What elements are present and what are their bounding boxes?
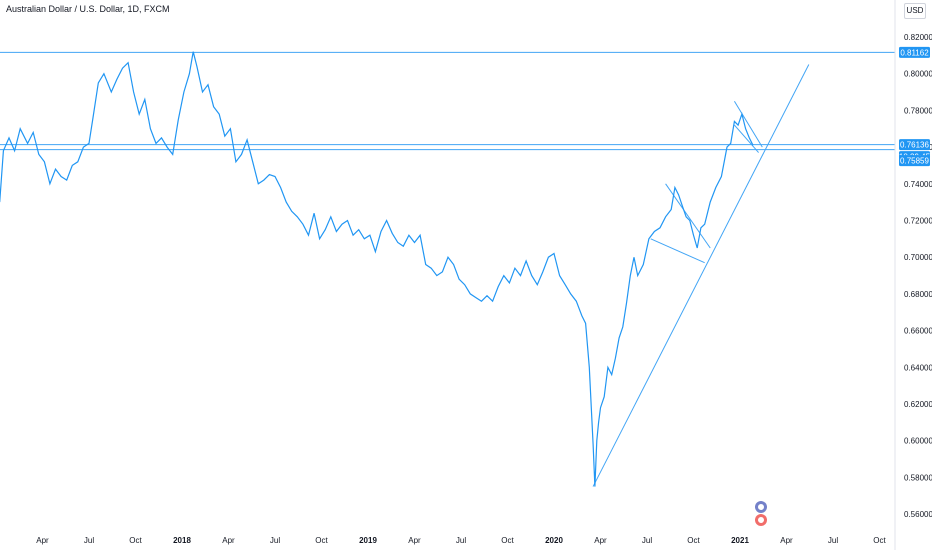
trendline-1 <box>650 238 705 264</box>
x-tick-label: Oct <box>873 536 886 545</box>
price-tag-label: 0.75859 <box>900 157 929 166</box>
x-tick-label: Jul <box>456 536 466 545</box>
trendline-3 <box>733 100 763 148</box>
price-tag-label: 0.76136 <box>900 141 929 150</box>
y-tick-label: 0.66000 <box>904 327 932 336</box>
x-tick-label: 2021 <box>731 536 749 545</box>
y-tick-label: 0.56000 <box>904 510 932 519</box>
x-tick-label: Oct <box>687 536 700 545</box>
y-tick-label: 0.58000 <box>904 473 932 482</box>
x-tick-label: Apr <box>222 536 235 545</box>
x-tick-label: 2019 <box>359 536 377 545</box>
y-tick-label: 0.80000 <box>904 70 932 79</box>
trendline-4 <box>734 124 759 153</box>
x-tick-label: Jul <box>270 536 280 545</box>
trendlines <box>592 64 810 487</box>
x-tick-label: Apr <box>780 536 793 545</box>
y-tick-label: 0.60000 <box>904 437 932 446</box>
y-tick-label: 0.64000 <box>904 363 932 372</box>
chart-title: Australian Dollar / U.S. Dollar, 1D, FXC… <box>6 4 170 14</box>
x-tick-label: 2018 <box>173 536 191 545</box>
x-tick-label: Oct <box>501 536 514 545</box>
x-tick-label: Apr <box>36 536 49 545</box>
x-tick-label: 2020 <box>545 536 563 545</box>
y-axis: 0.820000.800000.780000.760000.740000.720… <box>904 33 932 519</box>
y-tick-label: 0.62000 <box>904 400 932 409</box>
price-tag <box>899 46 930 58</box>
x-tick-label: Jul <box>642 536 652 545</box>
y-tick-label: 0.68000 <box>904 290 932 299</box>
x-tick-label: Oct <box>129 536 142 545</box>
logo-icon <box>755 501 767 526</box>
x-tick-label: Jul <box>84 536 94 545</box>
currency-button[interactable]: USD <box>904 3 926 19</box>
horizontal-levels <box>0 51 895 151</box>
y-tick-label: 0.74000 <box>904 180 932 189</box>
x-tick-label: Oct <box>315 536 328 545</box>
price-line <box>0 51 754 487</box>
y-tick-label: 0.78000 <box>904 106 932 115</box>
x-tick-label: Jul <box>828 536 838 545</box>
x-axis: Apr Jul Oct 2018 Apr Jul Oct 2019 Apr Jul Oct 2020 A… <box>36 536 886 545</box>
price-tag <box>899 155 930 167</box>
trendline-0 <box>592 64 810 487</box>
trendline-2 <box>665 183 711 249</box>
price-tag-label: 0.81162 <box>900 48 929 57</box>
y-tick-label: 0.82000 <box>904 33 932 42</box>
y-tick-label: 0.72000 <box>904 217 932 226</box>
price-tag <box>899 139 930 151</box>
x-tick-label: Apr <box>594 536 607 545</box>
y-tick-label: 0.70000 <box>904 253 932 262</box>
x-tick-label: Apr <box>408 536 421 545</box>
